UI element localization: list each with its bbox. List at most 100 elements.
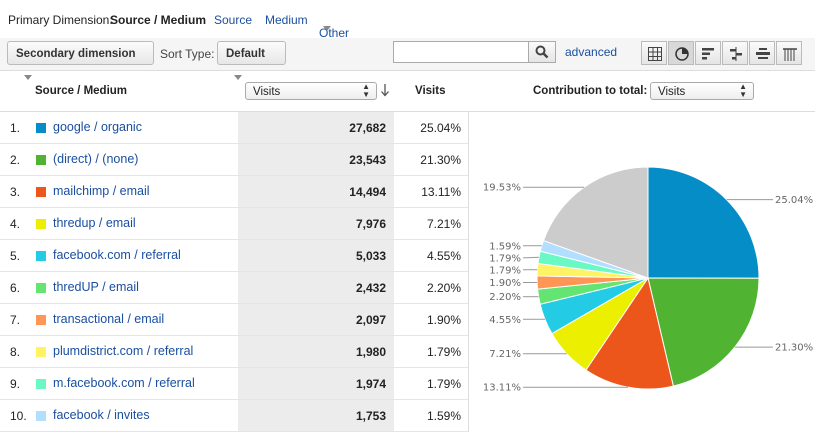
source-medium-link[interactable]: plumdistrict.com / referral: [53, 344, 193, 358]
secondary-dimension-label: Secondary dimension: [16, 48, 136, 60]
pie-slice-label: 1.79%: [489, 253, 521, 264]
visits-percentage: 1.59%: [427, 409, 461, 423]
row-number: 1.: [10, 121, 20, 135]
row-number: 5.: [10, 249, 20, 263]
table-row: 4. thredup / email 7,976 7.21%: [0, 208, 468, 240]
dimension-source-medium: Source / Medium: [110, 13, 206, 27]
pivot-view-button[interactable]: [776, 41, 802, 65]
row-number: 2.: [10, 153, 20, 167]
table-row: 10. facebook / invites 1,753 1.59%: [0, 400, 468, 432]
series-color-swatch: [36, 187, 46, 197]
pie-chart: 25.04%21.30%19.53%1.59%1.79%1.79%1.90%2.…: [469, 112, 815, 432]
source-medium-link[interactable]: facebook.com / referral: [53, 248, 181, 262]
visits-percentage: 13.11%: [421, 185, 461, 199]
series-color-swatch: [36, 219, 46, 229]
row-number: 4.: [10, 217, 20, 231]
series-color-swatch: [36, 379, 46, 389]
source-medium-link[interactable]: thredup / email: [53, 216, 136, 230]
search-icon: [535, 45, 549, 59]
pie-slice-label: 1.79%: [489, 265, 521, 276]
visits-value: 5,033: [356, 249, 386, 263]
visits-cell: 2,432: [238, 272, 394, 303]
row-number: 7.: [10, 313, 20, 327]
percentage-cell: 25.04%: [395, 112, 468, 143]
visits-value: 1,753: [356, 409, 386, 423]
table-row: 9. m.facebook.com / referral 1,974 1.79%: [0, 368, 468, 400]
visits-value: 7,976: [356, 217, 386, 231]
visits-value: 2,097: [356, 313, 386, 327]
comparison-view-button[interactable]: [722, 41, 748, 65]
visits-column-header[interactable]: Visits: [415, 85, 445, 97]
visits-percentage: 2.20%: [427, 281, 461, 295]
source-medium-link[interactable]: mailchimp / email: [53, 184, 150, 198]
secondary-dimension-button[interactable]: Secondary dimension: [7, 41, 154, 65]
data-table: 1. google / organic 27,682 25.04% 2. (direct)…: [0, 112, 468, 432]
percentage-view-button[interactable]: [668, 41, 694, 65]
visits-percentage: 1.79%: [427, 377, 461, 391]
table-row: 7. transactional / email 2,097 1.90%: [0, 304, 468, 336]
percentage-cell: 1.90%: [395, 304, 468, 335]
search-input[interactable]: [393, 41, 529, 63]
dimension-source-link[interactable]: Source: [214, 13, 252, 27]
contribution-select-value: Visits: [658, 86, 685, 98]
pie-slice-label: 19.53%: [483, 183, 521, 194]
row-number: 8.: [10, 345, 20, 359]
select-arrows-icon: ▲ ▼: [362, 83, 370, 99]
visits-cell: 2,097: [238, 304, 394, 335]
percentage-cell: 1.79%: [395, 336, 468, 367]
pie-slice-label: 4.55%: [489, 315, 521, 326]
contribution-select[interactable]: Visits ▲ ▼: [650, 82, 754, 100]
source-medium-link[interactable]: facebook / invites: [53, 408, 150, 422]
series-color-swatch: [36, 123, 46, 133]
pie-slice-label: 25.04%: [775, 195, 813, 206]
visits-cell: 27,682: [238, 112, 394, 143]
visits-cell: 1,980: [238, 336, 394, 367]
source-medium-link[interactable]: (direct) / (none): [53, 152, 138, 166]
pie-slice[interactable]: [648, 167, 759, 278]
sort-type-button[interactable]: Default: [217, 41, 286, 65]
percentage-cell: 21.30%: [395, 144, 468, 175]
pie-slice-label: 13.11%: [483, 383, 521, 394]
series-color-swatch: [36, 283, 46, 293]
source-medium-link[interactable]: thredUP / email: [53, 280, 139, 294]
metric-select[interactable]: Visits ▲ ▼: [245, 82, 377, 100]
pie-slice-label: 2.20%: [489, 292, 521, 303]
performance-view-button[interactable]: [695, 41, 721, 65]
sort-type-label: Sort Type:: [160, 47, 214, 61]
contribution-label: Contribution to total:: [533, 85, 647, 97]
source-medium-link[interactable]: transactional / email: [53, 312, 164, 326]
pie-label-leader: [523, 257, 539, 258]
visits-value: 1,974: [356, 377, 386, 391]
pie-slice-label: 21.30%: [775, 343, 813, 354]
dimension-medium-link[interactable]: Medium: [265, 13, 308, 27]
source-medium-link[interactable]: google / organic: [53, 120, 142, 134]
table-row: 2. (direct) / (none) 23,543 21.30%: [0, 144, 468, 176]
table-row: 3. mailchimp / email 14,494 13.11%: [0, 176, 468, 208]
metric-select-value: Visits: [253, 86, 280, 98]
visits-percentage: 1.90%: [427, 313, 461, 327]
source-medium-link[interactable]: m.facebook.com / referral: [53, 376, 195, 390]
percentage-cell: 7.21%: [395, 208, 468, 239]
pie-slice-label: 1.90%: [489, 278, 521, 289]
table-row: 1. google / organic 27,682 25.04%: [0, 112, 468, 144]
primary-dimension-bar: Primary Dimension: Source / Medium Sourc…: [0, 0, 815, 38]
visits-cell: 23,543: [238, 144, 394, 175]
source-medium-column-header[interactable]: Source / Medium: [35, 85, 127, 97]
term-cloud-view-button[interactable]: [749, 41, 775, 65]
visits-percentage: 1.79%: [427, 345, 461, 359]
table-toolbar: Secondary dimension Sort Type: Default a…: [0, 38, 815, 71]
advanced-filter-link[interactable]: advanced: [565, 45, 617, 59]
row-number: 6.: [10, 281, 20, 295]
pie-slice-label: 7.21%: [489, 349, 521, 360]
data-view-button[interactable]: [641, 41, 667, 65]
search-button[interactable]: [528, 41, 556, 63]
visits-percentage: 7.21%: [427, 217, 461, 231]
visits-percentage: 25.04%: [420, 121, 461, 135]
primary-dimension-label: Primary Dimension:: [8, 13, 113, 27]
data-table-icon: [648, 47, 662, 61]
pivot-icon: [783, 47, 797, 61]
row-number: 3.: [10, 185, 20, 199]
pie-slice-label: 1.59%: [489, 241, 521, 252]
term-cloud-icon: [756, 47, 770, 61]
sort-descending-icon[interactable]: [380, 83, 390, 97]
